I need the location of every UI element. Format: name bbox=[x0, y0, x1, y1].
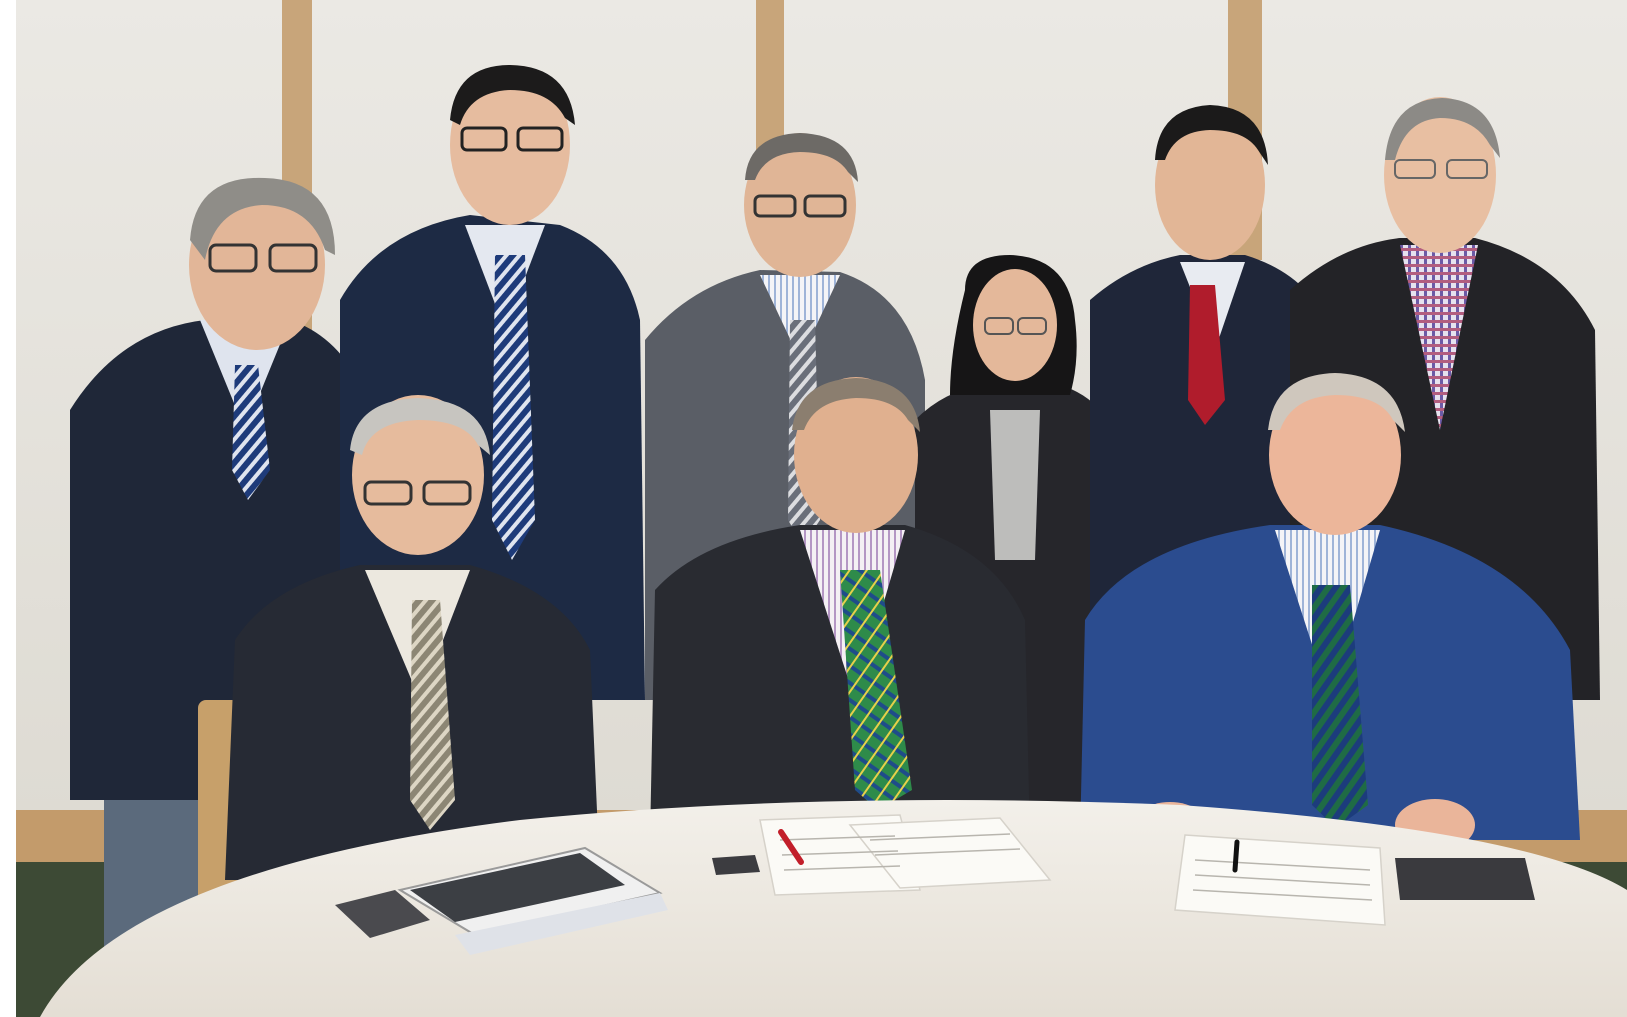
dark-notebook bbox=[1395, 858, 1535, 900]
person-front-center bbox=[650, 377, 1030, 858]
tablet-device bbox=[397, 846, 668, 955]
documents-center bbox=[759, 814, 1052, 896]
red-pen bbox=[778, 829, 804, 865]
phone-center bbox=[712, 855, 760, 875]
person-front-right bbox=[1080, 373, 1580, 858]
black-pen bbox=[1232, 839, 1240, 873]
person-front-left bbox=[225, 395, 600, 899]
left-white-margin bbox=[0, 0, 16, 1017]
documents-right bbox=[1174, 834, 1386, 926]
phone-left bbox=[335, 890, 430, 938]
wood-post-2 bbox=[756, 0, 784, 150]
